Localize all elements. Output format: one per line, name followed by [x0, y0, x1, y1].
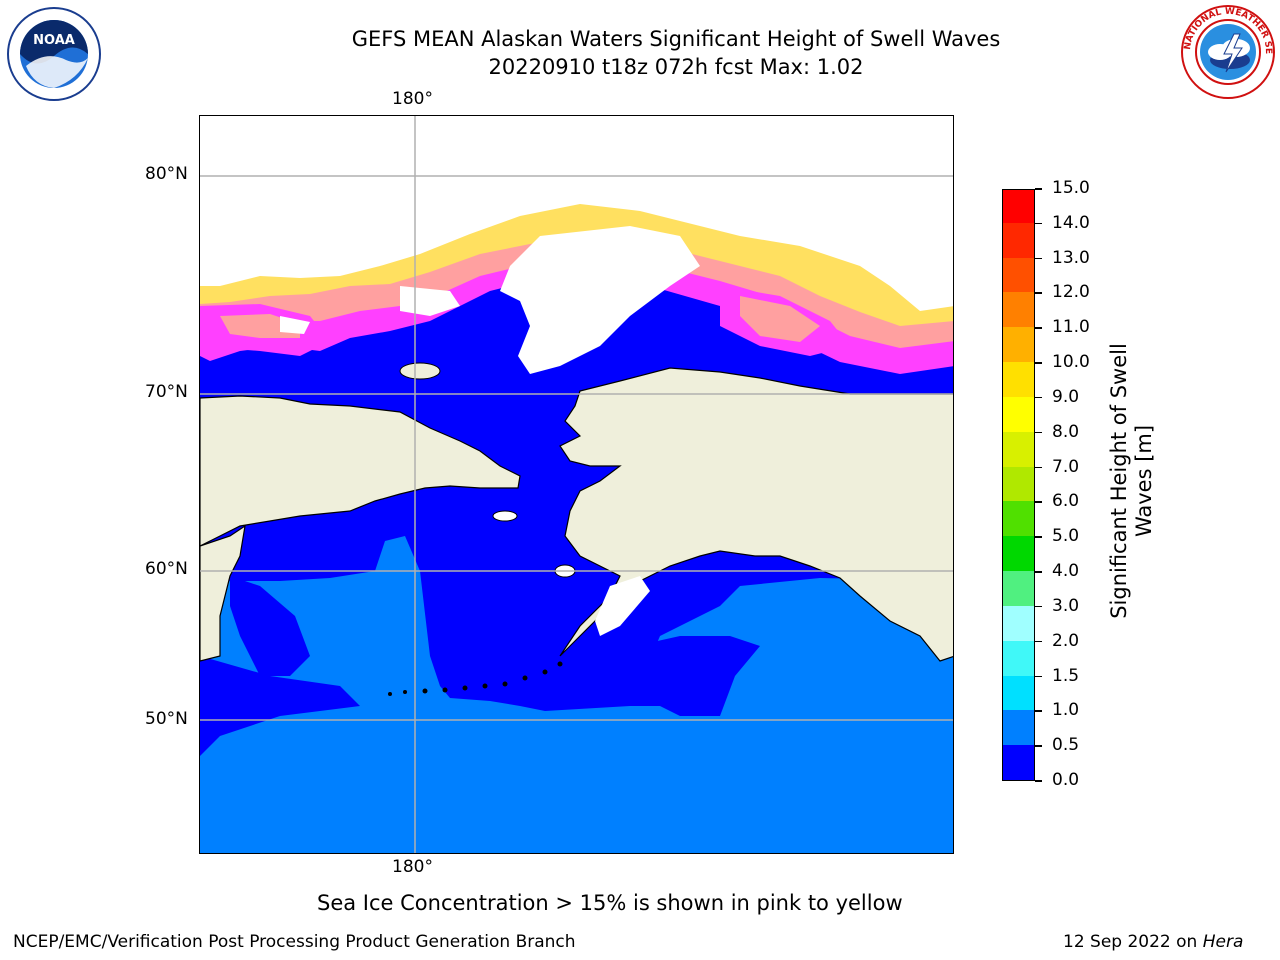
map-gridlines	[200, 116, 953, 853]
colorbar-tick-label: 5.0	[1052, 526, 1080, 547]
map-lon-label-bottom: 180°	[392, 857, 433, 877]
colorbar-tick-mark	[1035, 431, 1042, 434]
colorbar-segment	[1003, 257, 1034, 293]
colorbar-tick-label: 9.0	[1052, 386, 1080, 407]
noaa-logo: NOAA	[6, 6, 102, 106]
colorbar-segment	[1003, 396, 1034, 432]
colorbar-segment	[1003, 326, 1034, 363]
colorbar-tick-mark	[1035, 327, 1042, 329]
footer-branch: NCEP/EMC/Verification Post Processing Pr…	[13, 932, 576, 952]
colorbar-tick-label: 15.0	[1052, 178, 1090, 198]
map-lon-label-top: 180°	[392, 89, 433, 109]
footer-date-text: 12 Sep 2022 on	[1063, 932, 1198, 952]
colorbar-tick-mark	[1035, 501, 1042, 503]
colorbar-tick-label: 10.0	[1052, 352, 1090, 373]
colorbar-tick-label: 13.0	[1052, 247, 1090, 268]
colorbar-tick-label: 4.0	[1052, 561, 1080, 582]
colorbar-segment	[1003, 466, 1034, 502]
colorbar-tick-label: 11.0	[1052, 317, 1090, 338]
colorbar-tick-mark	[1035, 675, 1042, 678]
colorbar-segment	[1003, 570, 1034, 606]
colorbar-segment	[1003, 640, 1034, 676]
colorbar-title: Significant Height of Swell Waves [m]	[1107, 343, 1157, 619]
colorbar-tick-mark	[1035, 222, 1042, 225]
colorbar-tick-mark	[1035, 710, 1042, 712]
colorbar-segment	[1003, 674, 1034, 711]
colorbar-tick-label: 12.0	[1052, 282, 1090, 303]
map-canvas	[200, 116, 953, 853]
colorbar-tick-mark	[1035, 536, 1042, 538]
colorbar-tick-label: 0.5	[1052, 735, 1080, 756]
colorbar-tick-label: 1.0	[1052, 700, 1080, 721]
colorbar-tick-label: 0.0	[1052, 770, 1080, 790]
colorbar-tick-mark	[1035, 188, 1042, 190]
chart-subtitle: 20220910 t18z 072h fcst Max: 1.02	[488, 55, 864, 79]
colorbar-tick-mark	[1035, 640, 1042, 643]
colorbar-segment	[1003, 431, 1034, 467]
footer-date: 12 Sep 2022 on Hera	[1063, 932, 1243, 952]
sea-ice-note: Sea Ice Concentration > 15% is shown in …	[317, 891, 903, 915]
colorbar-title-line2: Waves [m]	[1132, 424, 1157, 538]
colorbar-tick-mark	[1035, 780, 1042, 782]
colorbar-segment	[1003, 535, 1034, 572]
colorbar-tick-label: 6.0	[1052, 491, 1080, 512]
colorbar-tick-label: 14.0	[1052, 212, 1090, 233]
colorbar-tick-mark	[1035, 396, 1042, 399]
map-panel	[199, 115, 954, 854]
colorbar-tick-label: 1.5	[1052, 665, 1080, 686]
colorbar-segment	[1003, 222, 1034, 258]
footer-machine: Hera	[1202, 932, 1244, 952]
colorbar-title-wrap: Significant Height of Swell Waves [m]	[1092, 285, 1172, 677]
colorbar-tick-label: 8.0	[1052, 421, 1080, 442]
colorbar-segment	[1003, 744, 1034, 780]
land-siberia	[200, 395, 521, 547]
colorbar-tick-mark	[1035, 466, 1042, 469]
colorbar-tick-mark	[1035, 362, 1042, 364]
noaa-logo-text: NOAA	[33, 33, 75, 48]
colorbar	[1002, 189, 1035, 781]
colorbar-tick-mark	[1035, 745, 1042, 747]
colorbar-tick-label: 2.0	[1052, 630, 1080, 651]
colorbar-tick-mark	[1035, 605, 1042, 608]
colorbar-tick-mark	[1035, 257, 1042, 260]
colorbar-tick-label: 7.0	[1052, 456, 1080, 477]
colorbar-segment	[1003, 190, 1034, 223]
map-lat-label: 80°N	[145, 164, 188, 184]
nws-logo: NATIONAL WEATHER SERVICE	[1177, 0, 1276, 104]
colorbar-segment	[1003, 709, 1034, 746]
colorbar-tick-mark	[1035, 571, 1042, 573]
map-lat-label: 70°N	[145, 382, 188, 402]
colorbar-segment	[1003, 291, 1034, 328]
map-lat-label: 50°N	[145, 709, 188, 729]
colorbar-title-line1: Significant Height of Swell	[1107, 343, 1132, 619]
map-lat-label: 60°N	[145, 559, 188, 579]
colorbar-segment	[1003, 361, 1034, 397]
colorbar-tick-mark	[1035, 292, 1042, 294]
colorbar-segment	[1003, 605, 1034, 641]
colorbar-tick-label: 3.0	[1052, 595, 1080, 616]
colorbar-segment	[1003, 500, 1034, 537]
chart-title: GEFS MEAN Alaskan Waters Significant Hei…	[351, 27, 1001, 51]
